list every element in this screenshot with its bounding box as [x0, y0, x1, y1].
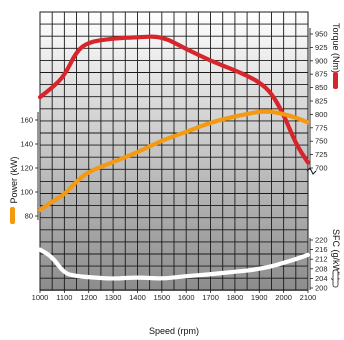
- power-tick-label: 80: [25, 212, 33, 221]
- torque-tick-label: 725: [315, 150, 328, 159]
- power-tick-label: 160: [20, 116, 33, 125]
- torque-tick-label: 950: [315, 30, 328, 39]
- x-tick-label: 2000: [275, 293, 292, 302]
- torque-tick-label: 850: [315, 83, 328, 92]
- x-tick-label: 1700: [202, 293, 219, 302]
- x-tick-label: 1400: [129, 293, 146, 302]
- sfc-tick-label: 216: [315, 245, 328, 254]
- x-tick-label: 2100: [300, 293, 317, 302]
- x-tick-label: 1900: [251, 293, 268, 302]
- torque-line: [37, 34, 311, 165]
- torque-tick-label: 825: [315, 97, 328, 106]
- x-tick-label: 1500: [153, 293, 170, 302]
- svg-text:Torque (Nm): Torque (Nm): [331, 23, 341, 73]
- svg-text:Power (kW): Power (kW): [9, 156, 19, 203]
- grid: [39, 11, 309, 291]
- torque-axis-title: Torque (Nm): [331, 23, 341, 73]
- torque-legend-swatch: [333, 72, 338, 89]
- series-lines: [37, 34, 311, 281]
- sfc-line: [37, 247, 311, 281]
- x-tick-label: 1800: [227, 293, 244, 302]
- torque-tick-label: 800: [315, 110, 328, 119]
- sfc-tick-label: 212: [315, 255, 328, 264]
- x-axis: 1000 1100 1200 1300 1400 1500 1600 1700 1800 1900…: [32, 290, 317, 302]
- x-tick-label: 1100: [56, 293, 72, 302]
- sfc-axis-title: SFC (g/kWh): [331, 229, 341, 281]
- sfc-tick-label: 220: [315, 236, 328, 245]
- torque-tick-label: 925: [315, 43, 328, 52]
- power-axis: 80 100 120 140 160: [20, 112, 39, 221]
- sfc-tick-label: 204: [315, 274, 328, 283]
- torque-tick-label: 700: [315, 164, 328, 173]
- x-tick-label: 1600: [178, 293, 195, 302]
- power-line: [37, 109, 311, 213]
- x-tick-label: 1200: [80, 293, 97, 302]
- torque-tick-label: 875: [315, 70, 328, 79]
- power-legend-swatch: [10, 207, 15, 224]
- x-tick-label: 1300: [105, 293, 122, 302]
- torque-axis: 700 725 750 775 800 825 850 875 900 925 950: [306, 28, 328, 175]
- sfc-tick-label: 200: [315, 284, 328, 293]
- torque-tick-label: 750: [315, 137, 328, 146]
- sfc-tick-label: 208: [315, 264, 328, 273]
- svg-text:SFC (g/kWh): SFC (g/kWh): [331, 229, 341, 281]
- torque-tick-label: 900: [315, 56, 328, 65]
- power-axis-title: Power (kW): [9, 156, 19, 203]
- torque-tick-label: 775: [315, 123, 328, 132]
- power-tick-label: 140: [20, 140, 33, 149]
- plot-border: [39, 11, 309, 291]
- power-tick-label: 100: [20, 188, 33, 197]
- axis-break-mark: [306, 167, 317, 175]
- x-tick-label: 1000: [32, 293, 49, 302]
- sfc-legend-swatch: [332, 269, 339, 288]
- x-axis-label: Speed (rpm): [149, 326, 199, 336]
- power-tick-label: 120: [20, 164, 33, 173]
